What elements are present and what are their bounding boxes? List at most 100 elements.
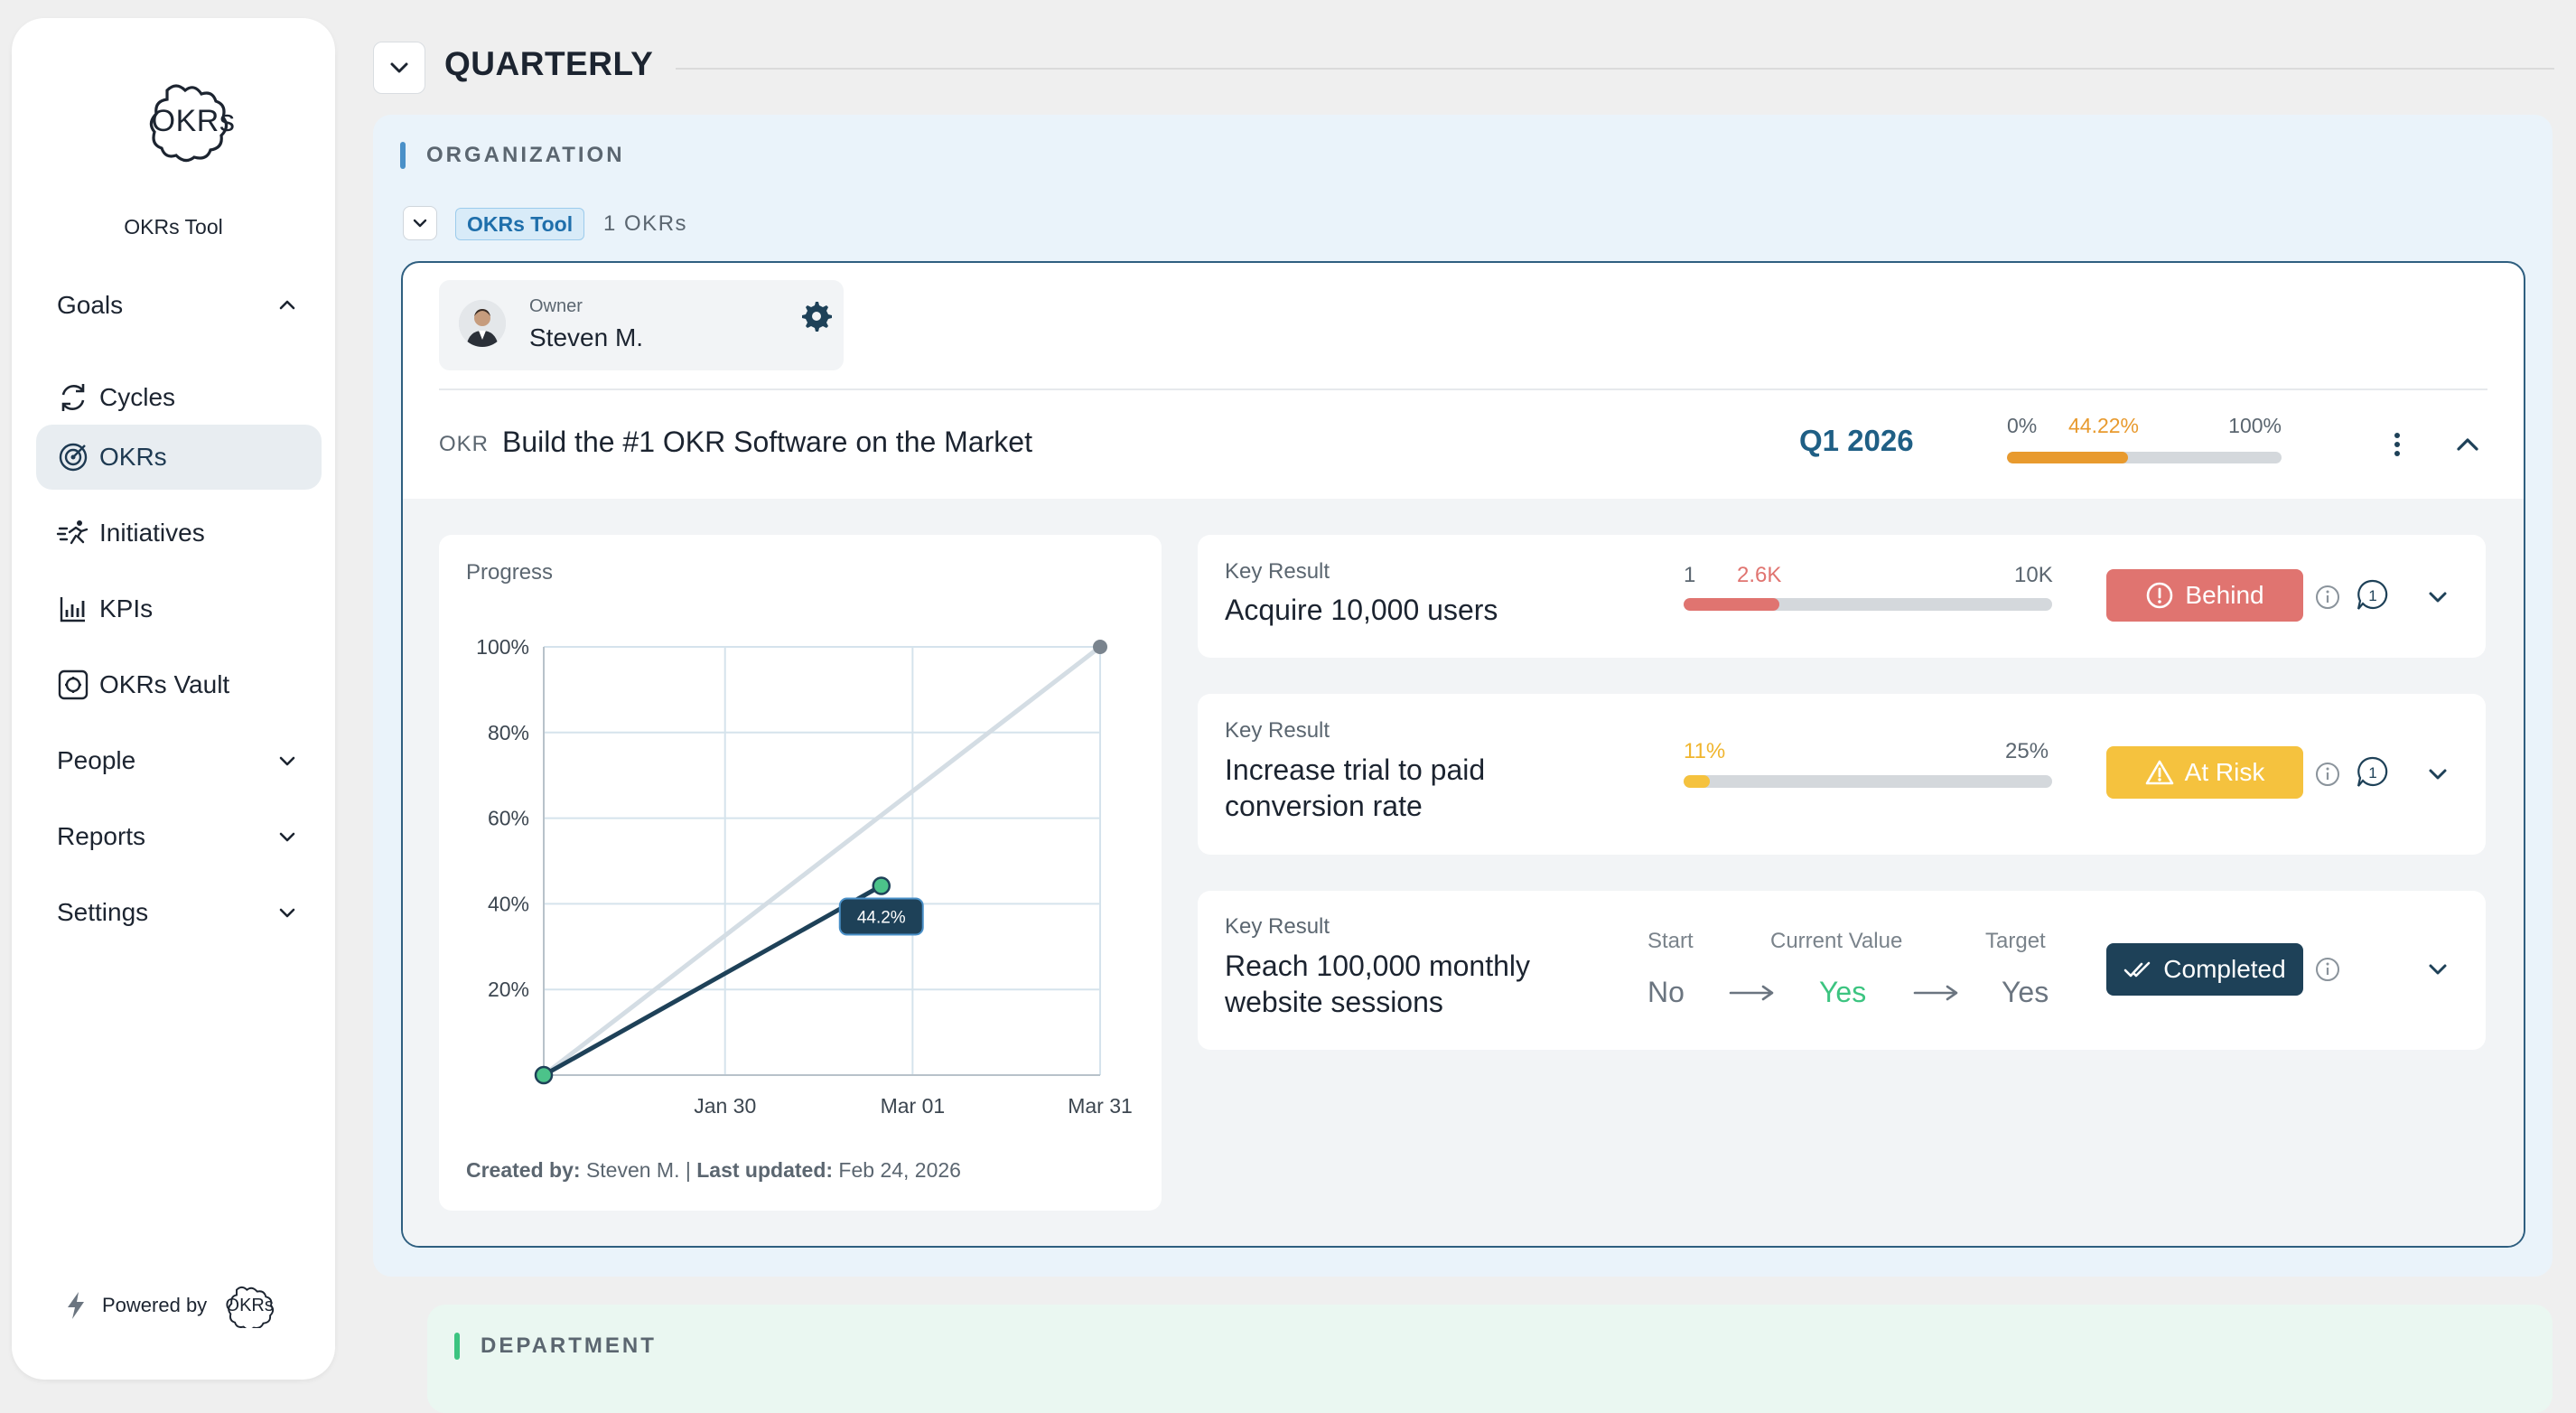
kr-title[interactable]: Reach 100,000 monthly website sessions [1225, 950, 1530, 1018]
okrs-icon [56, 440, 90, 474]
okr-type-tag: OKR [439, 432, 490, 456]
chevron-down-icon [413, 219, 427, 228]
comment-count: 1 [2368, 587, 2376, 604]
double-check-icon [2123, 961, 2151, 978]
sidebar-item-label: Cycles [99, 383, 176, 411]
cycles-icon [56, 380, 90, 415]
chevron-up-icon[interactable] [2450, 426, 2486, 463]
status-completed-button[interactable]: Completed [2106, 943, 2303, 996]
target-line [542, 645, 1102, 1077]
owner-label: Owner [529, 296, 583, 316]
lightning-icon [68, 1292, 84, 1319]
powered-by-logo[interactable]: OKRs [214, 1283, 285, 1328]
owner-name: Steven M. [529, 323, 644, 351]
kr-progress-fill [1684, 598, 1780, 611]
sidebar-item-kpis[interactable]: KPIs [36, 576, 322, 641]
okr-title[interactable]: Build the #1 OKR Software on the Market [502, 426, 1032, 458]
chevron-down-icon [390, 62, 408, 73]
okr-progress-fill [2007, 452, 2129, 463]
info-icon[interactable] [2314, 584, 2341, 611]
nav-group-reports[interactable]: Reports [57, 809, 299, 864]
start-point [534, 1065, 554, 1085]
progress-chart: 20% 40% 60% 80% 100% Jan 30 Mar 01 Mar 31 44.2% [476, 635, 1133, 1118]
sidebar-item-cycles[interactable]: Cycles [36, 365, 322, 430]
sidebar-item-label: Initiatives [99, 519, 205, 547]
value-tooltip-label: 44.2% [857, 908, 906, 927]
chevron-down-icon [279, 832, 295, 842]
chart-heading: Progress [466, 560, 554, 585]
kr-progress-bar [1684, 775, 2052, 788]
gear-icon[interactable] [798, 298, 833, 332]
y-tick-label: 60% [488, 807, 529, 830]
kr-target: 10K [2014, 563, 2053, 587]
progress-max: 100% [2228, 414, 2282, 437]
created-by-value: Steven M. [585, 1158, 680, 1182]
status-behind-button[interactable]: Behind [2106, 569, 2303, 622]
kr-title[interactable]: Increase trial to paid conversion rate [1225, 753, 1486, 822]
nav-group-label: Goals [57, 291, 124, 319]
footer-separator: | [685, 1158, 691, 1182]
powered-by-label: Powered by [102, 1294, 208, 1316]
chevron-up-icon [279, 300, 295, 310]
chart-footer: Created by: Steven M. | Last updated: Fe… [466, 1158, 961, 1183]
x-tick-label: Mar 01 [881, 1094, 946, 1118]
kpis-icon [56, 592, 90, 626]
powered-logo-text: OKRs [225, 1295, 274, 1315]
kr-target: 25% [2005, 739, 2049, 763]
nav-group-label: Reports [57, 822, 146, 850]
nav-group-people[interactable]: People [57, 734, 299, 788]
quarterly-collapse-button[interactable] [373, 42, 425, 94]
section-accent [400, 142, 406, 169]
sidebar-item-okrs[interactable]: OKRs [36, 425, 322, 490]
actual-progress-line [542, 884, 882, 1078]
kr-label: Key Result [1225, 914, 1330, 939]
kr-progress-bar [1684, 598, 2052, 611]
sidebar-item-label: OKRs Vault [99, 670, 230, 698]
chevron-down-icon[interactable] [2422, 954, 2453, 985]
kr-start-label: Start [1647, 929, 1694, 953]
okr-progress-labels: 0% 44.22% 100% [2007, 414, 2282, 441]
y-tick-label: 100% [476, 635, 529, 659]
title-divider [676, 68, 2554, 70]
kr-start: 1 [1684, 563, 1696, 587]
more-options-icon[interactable] [2385, 426, 2410, 463]
kr-label: Key Result [1225, 718, 1330, 743]
kr-current-value: Yes [1819, 976, 1867, 1008]
sidebar-item-okrs-vault[interactable]: OKRs Vault [36, 652, 322, 717]
chevron-down-icon[interactable] [2422, 582, 2453, 613]
okr-count: 1 OKRs [603, 211, 688, 236]
nav-group-label: Settings [57, 898, 149, 926]
arrow-right-icon [1913, 985, 1958, 1001]
owner-box [439, 280, 844, 370]
comment-icon[interactable]: 1 [2356, 578, 2390, 613]
status-label: At Risk [2184, 758, 2265, 786]
app-name: OKRs Tool [124, 215, 223, 239]
chevron-down-icon[interactable] [2422, 759, 2453, 790]
status-label: Behind [2185, 581, 2264, 609]
powered-by: Powered by OKRs [62, 1283, 285, 1328]
info-icon[interactable] [2314, 956, 2341, 983]
vault-icon [56, 668, 90, 702]
kr-title[interactable]: Acquire 10,000 users [1225, 594, 1498, 626]
app-logo[interactable]: OKRs [127, 76, 259, 166]
arrow-right-icon [1729, 985, 1774, 1001]
nav-group-label: People [57, 746, 136, 774]
y-tick-label: 20% [488, 978, 529, 1001]
kr-start-value: No [1647, 976, 1685, 1008]
kr-current: 2.6K [1737, 563, 1782, 587]
status-label: Completed [2163, 955, 2286, 983]
comment-icon[interactable]: 1 [2356, 755, 2390, 790]
chevron-down-icon [279, 908, 295, 918]
progress-min: 0% [2007, 414, 2038, 437]
info-icon[interactable] [2314, 761, 2341, 788]
y-tick-label: 80% [488, 721, 529, 744]
chevron-down-icon [279, 756, 295, 766]
nav-group-goals[interactable]: Goals [57, 278, 299, 332]
team-collapse-button[interactable] [403, 206, 437, 240]
x-tick-label: Jan 30 [694, 1094, 756, 1118]
nav-group-settings[interactable]: Settings [57, 885, 299, 940]
sidebar-item-initiatives[interactable]: Initiatives [36, 501, 322, 566]
team-tag[interactable]: OKRs Tool [455, 208, 585, 240]
status-at-risk-button[interactable]: At Risk [2106, 746, 2303, 799]
card-divider [439, 388, 2487, 390]
